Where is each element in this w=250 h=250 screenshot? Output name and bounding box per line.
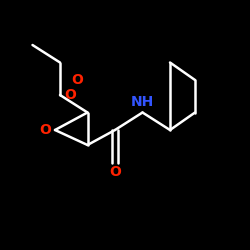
Text: O: O (64, 88, 76, 102)
Text: O: O (109, 166, 121, 179)
Text: NH: NH (131, 96, 154, 110)
Text: O: O (39, 123, 51, 137)
Text: O: O (72, 73, 84, 87)
